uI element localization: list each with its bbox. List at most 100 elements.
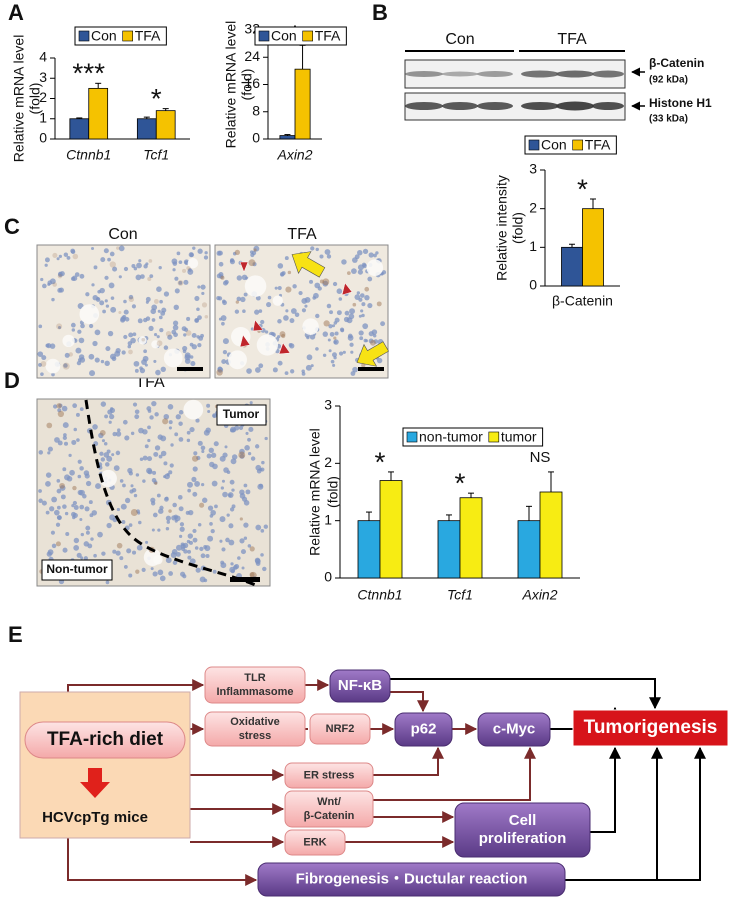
nucleus — [107, 257, 111, 262]
nucleus — [65, 531, 70, 536]
legend-box — [74, 26, 167, 46]
nucleus — [109, 251, 115, 257]
y-tick-label: 2 — [39, 89, 47, 105]
stain — [68, 352, 73, 357]
nucleus — [259, 468, 263, 472]
stain — [57, 410, 65, 418]
nucleus — [243, 292, 248, 297]
nucleus — [68, 453, 72, 458]
nucleus — [124, 497, 131, 504]
nucleus — [220, 315, 227, 321]
nucleus — [179, 526, 185, 532]
nucleus — [100, 457, 106, 462]
nucleus — [312, 296, 317, 300]
nucleus — [120, 503, 127, 510]
nucleus — [352, 257, 358, 263]
node-box — [454, 802, 591, 858]
stain — [62, 362, 70, 370]
nucleus — [51, 496, 58, 503]
node-box — [204, 666, 306, 704]
nucleus — [167, 404, 174, 410]
stain — [249, 572, 255, 578]
nucleus — [127, 344, 132, 349]
node-box — [284, 829, 346, 856]
nucleus — [189, 355, 194, 359]
nucleus — [119, 556, 124, 561]
nucleus — [177, 495, 183, 500]
legend-swatch — [122, 30, 133, 42]
nucleus — [51, 297, 55, 302]
nucleus — [69, 469, 75, 476]
nucleus — [264, 436, 268, 441]
nucleus — [246, 368, 252, 374]
nucleus — [79, 407, 84, 411]
bar — [437, 520, 461, 579]
nucleus — [193, 451, 198, 456]
nucleus — [167, 334, 173, 340]
nucleus — [172, 502, 177, 508]
nucleus — [358, 330, 364, 336]
bar — [279, 135, 296, 140]
y-tick-label: 3 — [529, 161, 537, 177]
legend-label: TFA — [315, 28, 341, 44]
bar — [88, 87, 109, 140]
stain — [346, 271, 351, 275]
nucleus — [109, 414, 115, 420]
nucleus — [329, 310, 334, 315]
nucleus — [70, 322, 76, 328]
legend-label: tumor — [501, 429, 537, 445]
nucleus — [152, 470, 157, 475]
nucleus — [371, 329, 378, 335]
nucleus — [159, 327, 164, 333]
nucleus — [284, 256, 289, 261]
nucleus — [121, 350, 126, 355]
nucleus — [145, 540, 149, 544]
nucleus — [304, 304, 308, 308]
nucleus — [147, 469, 153, 475]
nucleus — [211, 480, 218, 487]
nucleus — [79, 504, 85, 510]
nucleus — [231, 504, 236, 509]
node-label: proliferation — [479, 830, 567, 847]
y-tick-label: 3 — [39, 69, 47, 85]
nucleus — [247, 437, 251, 442]
stain — [352, 302, 357, 307]
nucleus — [182, 345, 188, 351]
nucleus — [132, 402, 138, 407]
nucleus — [178, 437, 184, 442]
nucleus — [192, 528, 197, 534]
nucleus — [229, 479, 235, 485]
nucleus — [240, 549, 247, 555]
nucleus — [95, 483, 101, 490]
nucleus — [373, 253, 377, 258]
nucleus — [74, 272, 80, 277]
x-tick-label: Tcf1 — [447, 587, 473, 603]
nucleus — [172, 320, 179, 326]
nucleus — [63, 252, 69, 257]
nucleus — [151, 400, 157, 407]
nucleus — [200, 553, 206, 559]
stain — [46, 422, 53, 429]
nucleus — [160, 310, 166, 316]
nucleus — [85, 292, 90, 297]
node-label: Oxidative — [230, 716, 280, 728]
nucleus — [207, 505, 214, 511]
nucleus — [155, 369, 161, 376]
image-overlays: Tumor Non-tumor — [41, 251, 389, 588]
nucleus — [156, 493, 161, 498]
nucleus — [260, 528, 265, 533]
nucleus — [192, 466, 198, 472]
nucleus — [315, 247, 319, 252]
nucleus — [101, 551, 106, 556]
legend-label: TFA — [585, 137, 611, 153]
nucleus — [306, 354, 313, 361]
nucleus — [361, 313, 365, 318]
stain — [116, 246, 120, 250]
nucleus — [71, 328, 76, 332]
diagram-nodes: TLR Inflammasome NF-κB Oxidative stress NRF2 p… — [24, 666, 729, 897]
diagram-node: TLR Inflammasome — [204, 666, 306, 704]
nucleus — [41, 500, 47, 506]
nucleus — [57, 515, 62, 521]
nucleus — [281, 271, 286, 276]
nucleus — [89, 370, 96, 377]
